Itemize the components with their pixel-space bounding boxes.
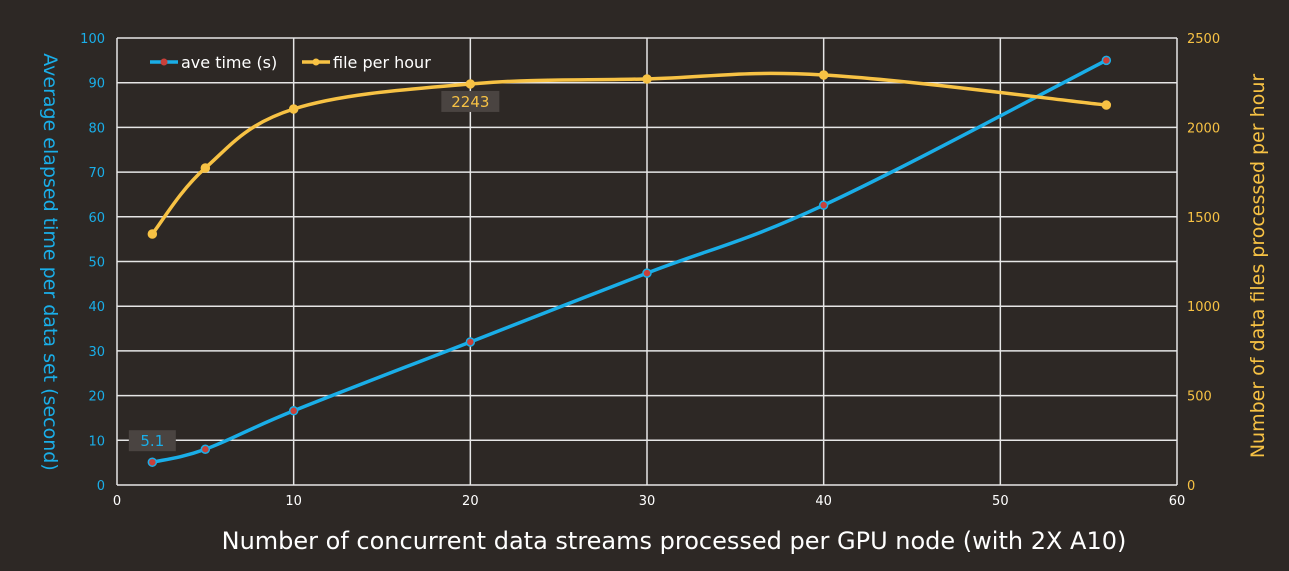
legend: ave time (s) file per hour xyxy=(150,53,431,72)
x-tick-label: 10 xyxy=(285,494,302,509)
y-tick-label: 90 xyxy=(88,77,105,92)
y2-tick-label: 1000 xyxy=(1187,300,1220,315)
y2-axis-title: Number of data files processed per hour xyxy=(1247,74,1269,459)
y-axis-title: Average elapsed time per data set (secon… xyxy=(39,53,61,471)
data-point xyxy=(465,79,476,89)
series xyxy=(147,55,1112,467)
data-point xyxy=(147,229,158,239)
legend-swatch-marker xyxy=(160,58,168,66)
data-point xyxy=(818,200,829,210)
data-point xyxy=(200,163,211,173)
x-tick-label: 40 xyxy=(815,494,832,509)
data-labels: 5.1 2243 xyxy=(128,90,500,452)
data-point xyxy=(288,406,299,416)
data-point xyxy=(642,268,652,278)
series-line xyxy=(150,71,1107,236)
x-tick-label: 0 xyxy=(113,494,121,509)
y-tick-label: 40 xyxy=(88,300,105,315)
y-tick-label: 30 xyxy=(88,345,105,360)
data-point xyxy=(288,104,299,114)
y2-tick-label: 0 xyxy=(1187,479,1195,494)
data-point xyxy=(147,457,158,467)
legend-label: file per hour xyxy=(333,53,431,72)
y2-tick-label: 1500 xyxy=(1187,211,1220,226)
x-axis-title: Number of concurrent data streams proces… xyxy=(222,527,1127,555)
y2-tick-label: 2000 xyxy=(1187,121,1220,136)
data-label-box xyxy=(441,90,500,112)
data-point xyxy=(1101,55,1112,66)
y-tick-label: 50 xyxy=(88,256,105,271)
x-tick-label: 50 xyxy=(992,494,1009,509)
x-tick-label: 30 xyxy=(639,494,656,509)
data-point xyxy=(200,444,211,454)
data-point xyxy=(465,337,476,347)
y-tick-label: 0 xyxy=(97,479,105,494)
data-label: 2243 xyxy=(451,93,489,111)
y2-tick-label: 2500 xyxy=(1187,32,1220,47)
grid xyxy=(116,37,1178,486)
y-tick-label: 100 xyxy=(80,32,105,47)
data-label-box xyxy=(128,430,176,452)
legend-label: ave time (s) xyxy=(181,53,277,72)
data-point xyxy=(1101,100,1112,110)
y-tick-label: 60 xyxy=(88,211,105,226)
y-tick-label: 10 xyxy=(88,434,105,449)
y2-tick-label: 500 xyxy=(1187,390,1212,405)
legend-swatch-marker xyxy=(312,58,320,66)
y-tick-label: 70 xyxy=(88,166,105,181)
data-point xyxy=(818,70,829,80)
y-tick-label: 80 xyxy=(88,121,105,136)
data-label: 5.1 xyxy=(140,432,164,450)
x-tick-label: 60 xyxy=(1169,494,1186,509)
x-tick-label: 20 xyxy=(462,494,479,509)
series-line xyxy=(151,58,1108,464)
data-point xyxy=(642,74,652,84)
y-tick-label: 20 xyxy=(88,390,105,405)
